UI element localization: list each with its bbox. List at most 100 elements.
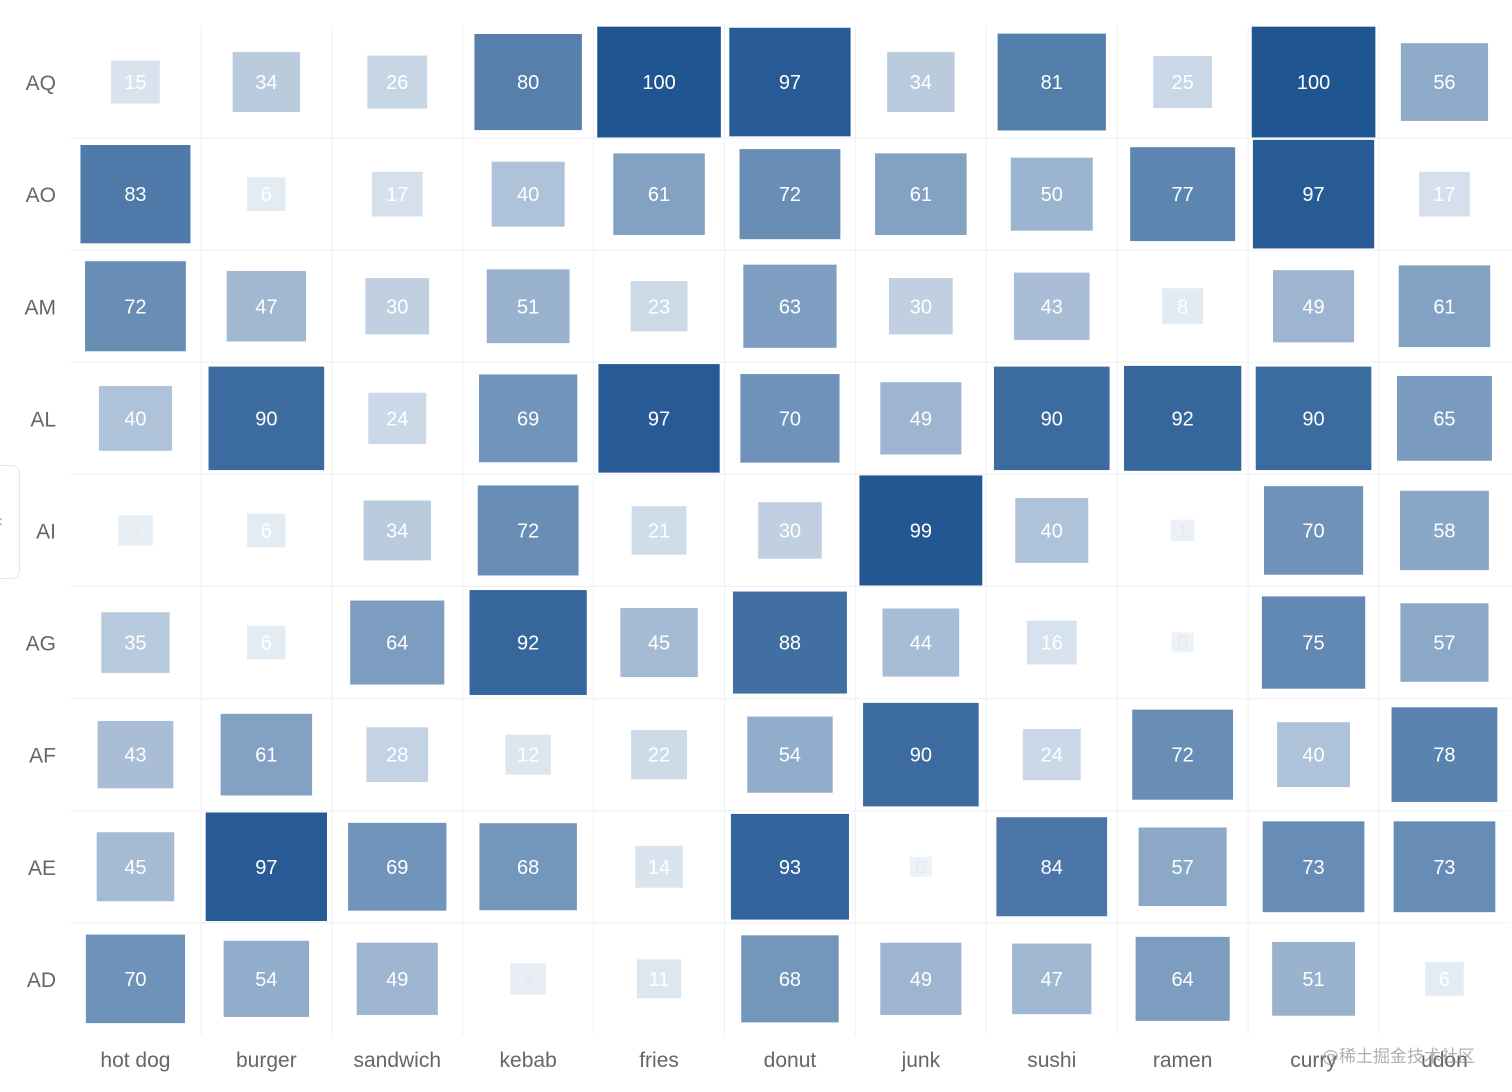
heatmap-cell[interactable]: 30 bbox=[758, 502, 822, 559]
heatmap-cell[interactable]: 34 bbox=[363, 500, 431, 561]
heatmap-cell[interactable]: 22 bbox=[631, 729, 687, 780]
heatmap-cell[interactable]: 84 bbox=[996, 817, 1108, 917]
heatmap-cell[interactable]: 14 bbox=[635, 845, 683, 888]
heatmap-cell[interactable]: 50 bbox=[1010, 157, 1093, 231]
heatmap-cell[interactable]: 78 bbox=[1391, 707, 1498, 802]
heatmap-cell[interactable]: 28 bbox=[366, 727, 429, 783]
heatmap-cell[interactable]: 69 bbox=[478, 374, 578, 463]
heatmap-cell[interactable]: 97 bbox=[598, 364, 720, 473]
heatmap-cell[interactable]: 90 bbox=[208, 366, 325, 471]
heatmap-cell[interactable]: 90 bbox=[993, 366, 1110, 471]
heatmap-cell[interactable]: 47 bbox=[226, 270, 306, 342]
heatmap-cell[interactable]: 6 bbox=[1425, 961, 1464, 996]
heatmap-cell[interactable]: 75 bbox=[1261, 596, 1366, 689]
heatmap-cell[interactable]: 0 bbox=[1171, 632, 1194, 655]
heatmap-cell[interactable]: 51 bbox=[1272, 941, 1355, 1016]
heatmap-cell[interactable]: 80 bbox=[474, 34, 582, 131]
heatmap-cell[interactable]: 100 bbox=[597, 26, 721, 138]
heatmap-cell[interactable]: 6 bbox=[247, 513, 286, 548]
heatmap-cell[interactable]: 51 bbox=[486, 269, 570, 344]
heatmap-cell[interactable]: 17 bbox=[1419, 171, 1470, 217]
heatmap-cell[interactable]: 56 bbox=[1400, 43, 1489, 121]
heatmap-cell[interactable]: 65 bbox=[1396, 375, 1492, 461]
heatmap-cell[interactable]: 97 bbox=[1252, 139, 1375, 249]
heatmap-cell[interactable]: 63 bbox=[743, 264, 837, 348]
heatmap-cell[interactable]: 26 bbox=[367, 55, 428, 109]
heatmap-cell[interactable]: 61 bbox=[1398, 265, 1491, 348]
heatmap-cell[interactable]: 92 bbox=[469, 590, 587, 696]
heatmap-cell[interactable]: 72 bbox=[477, 485, 579, 576]
heatmap-cell[interactable]: 92 bbox=[1124, 365, 1242, 471]
heatmap-cell[interactable]: 17 bbox=[371, 171, 423, 217]
heatmap-cell[interactable]: 6 bbox=[247, 625, 286, 660]
heatmap-cell[interactable]: 90 bbox=[1255, 366, 1372, 471]
heatmap-cell[interactable]: 73 bbox=[1393, 821, 1496, 913]
heatmap-cell[interactable]: 69 bbox=[348, 822, 447, 911]
heatmap-cell[interactable]: 35 bbox=[101, 612, 170, 673]
heatmap-cell[interactable]: 99 bbox=[859, 475, 983, 586]
heatmap-cell[interactable]: 4 bbox=[510, 963, 547, 995]
heatmap-cell[interactable]: 64 bbox=[350, 600, 445, 685]
heatmap-cell[interactable]: 40 bbox=[491, 161, 565, 227]
heatmap-cell[interactable]: 72 bbox=[85, 261, 186, 352]
heatmap-cell[interactable]: 30 bbox=[365, 278, 430, 335]
heatmap-cell[interactable]: 54 bbox=[223, 940, 310, 1017]
heatmap-cell[interactable]: 70 bbox=[1263, 486, 1364, 575]
heatmap-cell[interactable]: 58 bbox=[1399, 490, 1489, 571]
heatmap-cell[interactable]: 1 bbox=[1170, 519, 1195, 543]
heatmap-cell[interactable]: 43 bbox=[1013, 272, 1090, 340]
heatmap-cell[interactable]: 30 bbox=[889, 278, 953, 335]
heatmap-cell[interactable]: 97 bbox=[205, 812, 327, 922]
heatmap-cell[interactable]: 54 bbox=[747, 716, 833, 793]
heatmap-cell[interactable]: 49 bbox=[880, 942, 962, 1015]
heatmap-cell[interactable]: 40 bbox=[1277, 722, 1351, 788]
heatmap-cell[interactable]: 6 bbox=[247, 177, 286, 212]
heatmap-cell[interactable]: 90 bbox=[863, 702, 979, 807]
heatmap-cell[interactable]: 88 bbox=[732, 591, 847, 694]
heatmap-cell[interactable]: 34 bbox=[232, 52, 301, 112]
heatmap-cell[interactable]: 64 bbox=[1135, 936, 1230, 1021]
heatmap-cell[interactable]: 12 bbox=[505, 734, 551, 775]
heatmap-cell[interactable]: 77 bbox=[1130, 147, 1236, 242]
heatmap-cell[interactable]: 8 bbox=[1162, 288, 1204, 325]
heatmap-cell[interactable]: 49 bbox=[356, 942, 438, 1015]
heatmap-cell[interactable]: 49 bbox=[880, 382, 962, 455]
heatmap-cell[interactable]: 72 bbox=[739, 149, 841, 240]
heatmap-cell[interactable]: 49 bbox=[1273, 270, 1355, 343]
heatmap-cell[interactable]: 11 bbox=[636, 959, 682, 999]
side-collapse-tab[interactable]: ‹ bbox=[0, 465, 20, 579]
heatmap-cell[interactable]: 16 bbox=[1026, 620, 1077, 665]
heatmap-cell[interactable]: 57 bbox=[1138, 827, 1227, 907]
heatmap-cell[interactable]: 24 bbox=[1022, 729, 1081, 781]
heatmap-cell[interactable]: 70 bbox=[740, 374, 840, 463]
heatmap-cell[interactable]: 44 bbox=[882, 608, 960, 677]
heatmap-cell[interactable]: 47 bbox=[1012, 943, 1092, 1015]
heatmap-cell[interactable]: 68 bbox=[741, 935, 839, 1023]
heatmap-cell[interactable]: 70 bbox=[85, 934, 186, 1024]
heatmap-cell[interactable]: 73 bbox=[1262, 821, 1365, 913]
heatmap-cell[interactable]: 93 bbox=[730, 813, 849, 920]
heatmap-cell[interactable]: 81 bbox=[997, 33, 1106, 131]
heatmap-cell[interactable]: 45 bbox=[620, 608, 698, 678]
heatmap-cell[interactable]: 24 bbox=[368, 392, 427, 444]
heatmap-cell[interactable]: 97 bbox=[729, 27, 851, 137]
heatmap-cell[interactable]: 0 bbox=[909, 856, 932, 879]
heatmap-cell[interactable]: 23 bbox=[630, 281, 688, 332]
heatmap-cell[interactable]: 34 bbox=[887, 52, 955, 112]
heatmap-cell[interactable]: 15 bbox=[111, 60, 160, 104]
heatmap-cell[interactable]: 40 bbox=[1015, 498, 1089, 563]
heatmap-cell[interactable]: 61 bbox=[875, 153, 967, 235]
heatmap-cell[interactable]: 68 bbox=[479, 823, 577, 911]
heatmap-cell[interactable]: 57 bbox=[1400, 603, 1489, 682]
heatmap-cell[interactable]: 43 bbox=[97, 720, 174, 789]
heatmap-cell[interactable]: 40 bbox=[98, 385, 172, 451]
heatmap-cell[interactable]: 83 bbox=[80, 144, 191, 244]
heatmap-cell[interactable]: 61 bbox=[220, 713, 313, 796]
heatmap-cell[interactable]: 21 bbox=[631, 506, 687, 555]
heatmap-cell[interactable]: 72 bbox=[1132, 709, 1234, 800]
heatmap-cell[interactable]: 3 bbox=[118, 515, 153, 546]
heatmap-cell[interactable]: 25 bbox=[1153, 56, 1213, 109]
heatmap-cell[interactable]: 61 bbox=[613, 153, 705, 235]
heatmap-cell[interactable]: 45 bbox=[96, 832, 175, 902]
heatmap-cell[interactable]: 100 bbox=[1251, 26, 1376, 138]
